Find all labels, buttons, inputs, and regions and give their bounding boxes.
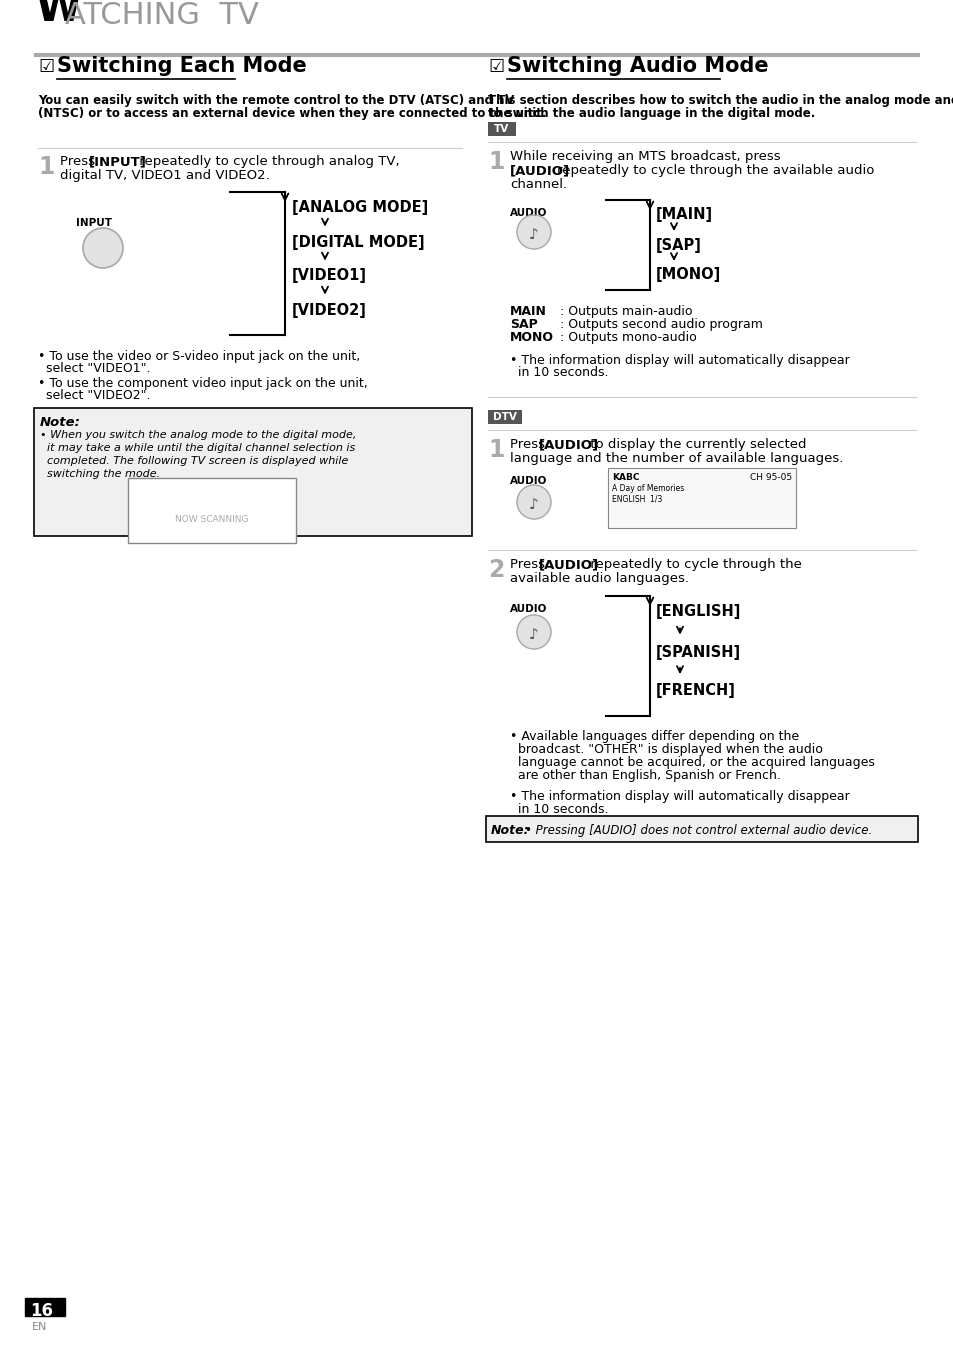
Text: [ENGLISH]: [ENGLISH] xyxy=(656,604,740,619)
Text: available audio languages.: available audio languages. xyxy=(510,572,688,585)
Text: [ANALOG MODE]: [ANALOG MODE] xyxy=(292,200,428,214)
Bar xyxy=(488,410,521,425)
Text: completed. The following TV screen is displayed while: completed. The following TV screen is di… xyxy=(40,456,348,466)
Text: CH 95-05: CH 95-05 xyxy=(749,473,791,483)
Text: • The information display will automatically disappear: • The information display will automatic… xyxy=(510,355,849,367)
Text: select "VIDEO2".: select "VIDEO2". xyxy=(38,390,151,402)
Text: DTV: DTV xyxy=(493,412,517,422)
Text: ♪: ♪ xyxy=(529,628,538,643)
Text: in 10 seconds.: in 10 seconds. xyxy=(510,803,608,816)
Text: A Day of Memories: A Day of Memories xyxy=(612,484,683,493)
Text: [AUDIO]: [AUDIO] xyxy=(538,438,598,452)
Text: : Outputs mono-audio: : Outputs mono-audio xyxy=(559,332,696,344)
Bar xyxy=(485,816,917,842)
Text: digital TV, VIDEO1 and VIDEO2.: digital TV, VIDEO1 and VIDEO2. xyxy=(60,168,270,182)
Text: AUDIO: AUDIO xyxy=(510,208,547,218)
Text: (NTSC) or to access an external device when they are connected to the unit.: (NTSC) or to access an external device w… xyxy=(38,106,546,120)
Text: broadcast. "OTHER" is displayed when the audio: broadcast. "OTHER" is displayed when the… xyxy=(510,743,822,756)
Text: select "VIDEO1".: select "VIDEO1". xyxy=(38,363,151,375)
Text: TV: TV xyxy=(494,124,509,133)
Text: [AUDIO]: [AUDIO] xyxy=(538,558,598,572)
Text: are other than English, Spanish or French.: are other than English, Spanish or Frenc… xyxy=(510,768,781,782)
Text: 16: 16 xyxy=(30,1302,53,1320)
Text: While receiving an MTS broadcast, press: While receiving an MTS broadcast, press xyxy=(510,150,784,163)
Text: in 10 seconds.: in 10 seconds. xyxy=(510,367,608,379)
Text: • Available languages differ depending on the: • Available languages differ depending o… xyxy=(510,731,799,743)
Text: Switching Audio Mode: Switching Audio Mode xyxy=(506,57,768,75)
Text: • To use the video or S-video input jack on the unit,: • To use the video or S-video input jack… xyxy=(38,350,360,363)
Circle shape xyxy=(517,214,551,249)
Text: [SAP]: [SAP] xyxy=(656,239,701,253)
Text: ♪: ♪ xyxy=(529,497,538,514)
Text: NOW SCANNING: NOW SCANNING xyxy=(175,515,249,523)
Text: to switch the audio language in the digital mode.: to switch the audio language in the digi… xyxy=(488,106,815,120)
Text: 1: 1 xyxy=(488,438,504,462)
Bar xyxy=(607,468,795,528)
Text: channel.: channel. xyxy=(510,178,566,191)
Text: Note:: Note: xyxy=(491,824,529,837)
Bar xyxy=(488,123,516,136)
Text: • The information display will automatically disappear: • The information display will automatic… xyxy=(510,790,849,803)
Text: [VIDEO1]: [VIDEO1] xyxy=(292,268,367,283)
Text: MONO: MONO xyxy=(510,332,554,344)
Text: This section describes how to switch the audio in the analog mode and how: This section describes how to switch the… xyxy=(488,94,953,106)
Text: 1: 1 xyxy=(488,150,504,174)
Text: INPUT: INPUT xyxy=(76,218,112,228)
Bar xyxy=(128,479,295,543)
Text: switching the mode.: switching the mode. xyxy=(40,469,160,479)
Text: • To use the component video input jack on the unit,: • To use the component video input jack … xyxy=(38,377,367,390)
Text: [SPANISH]: [SPANISH] xyxy=(656,644,740,661)
Text: [DIGITAL MODE]: [DIGITAL MODE] xyxy=(292,235,424,249)
Text: EN: EN xyxy=(32,1322,48,1332)
Text: W: W xyxy=(36,0,82,30)
Circle shape xyxy=(517,615,551,648)
Text: [MONO]: [MONO] xyxy=(656,267,720,282)
Text: ☑: ☑ xyxy=(38,58,54,75)
Text: repeatedly to cycle through the available audio: repeatedly to cycle through the availabl… xyxy=(557,164,874,177)
Text: repeatedly to cycle through analog TV,: repeatedly to cycle through analog TV, xyxy=(135,155,399,168)
Text: Press: Press xyxy=(510,558,549,572)
Text: [VIDEO2]: [VIDEO2] xyxy=(292,303,367,318)
Text: ☑: ☑ xyxy=(488,58,503,75)
Bar xyxy=(34,408,472,537)
Text: language and the number of available languages.: language and the number of available lan… xyxy=(510,452,842,465)
Text: to display the currently selected: to display the currently selected xyxy=(585,438,805,452)
Text: [INPUT]: [INPUT] xyxy=(89,155,147,168)
Text: SAP: SAP xyxy=(510,318,537,332)
Text: [AUDIO]: [AUDIO] xyxy=(510,164,570,177)
Text: Note:: Note: xyxy=(40,417,81,429)
Text: 1: 1 xyxy=(38,155,54,179)
Text: : Outputs second audio program: : Outputs second audio program xyxy=(559,318,762,332)
Text: language cannot be acquired, or the acquired languages: language cannot be acquired, or the acqu… xyxy=(510,756,874,768)
Text: it may take a while until the digital channel selection is: it may take a while until the digital ch… xyxy=(40,443,355,453)
Text: Press: Press xyxy=(510,438,549,452)
Text: ENGLISH  1/3: ENGLISH 1/3 xyxy=(612,493,661,503)
Text: repeatedly to cycle through the: repeatedly to cycle through the xyxy=(585,558,801,572)
Bar xyxy=(25,1298,65,1316)
Text: • When you switch the analog mode to the digital mode,: • When you switch the analog mode to the… xyxy=(40,430,356,439)
Text: You can easily switch with the remote control to the DTV (ATSC) and TV: You can easily switch with the remote co… xyxy=(38,94,514,106)
Text: [MAIN]: [MAIN] xyxy=(656,208,713,222)
Text: Press: Press xyxy=(60,155,99,168)
Text: ♪: ♪ xyxy=(529,228,538,243)
Text: AUDIO: AUDIO xyxy=(510,604,547,613)
Circle shape xyxy=(517,485,551,519)
Text: KABC: KABC xyxy=(612,473,639,483)
Circle shape xyxy=(83,228,123,268)
Text: ATCHING  TV: ATCHING TV xyxy=(65,1,258,30)
Text: MAIN: MAIN xyxy=(510,305,546,318)
Text: AUDIO: AUDIO xyxy=(510,476,547,487)
Text: : Outputs main-audio: : Outputs main-audio xyxy=(559,305,692,318)
Text: • Pressing [AUDIO] does not control external audio device.: • Pressing [AUDIO] does not control exte… xyxy=(524,824,871,837)
Text: 2: 2 xyxy=(488,558,504,582)
Text: [FRENCH]: [FRENCH] xyxy=(656,683,735,698)
Text: Switching Each Mode: Switching Each Mode xyxy=(57,57,307,75)
